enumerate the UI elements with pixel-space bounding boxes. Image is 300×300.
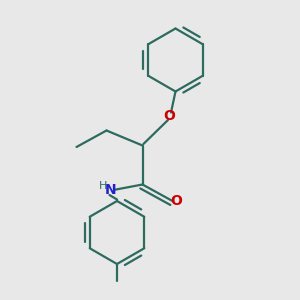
Text: O: O — [164, 109, 175, 122]
Text: H: H — [99, 181, 108, 191]
Text: N: N — [105, 184, 117, 197]
Text: O: O — [170, 194, 182, 208]
